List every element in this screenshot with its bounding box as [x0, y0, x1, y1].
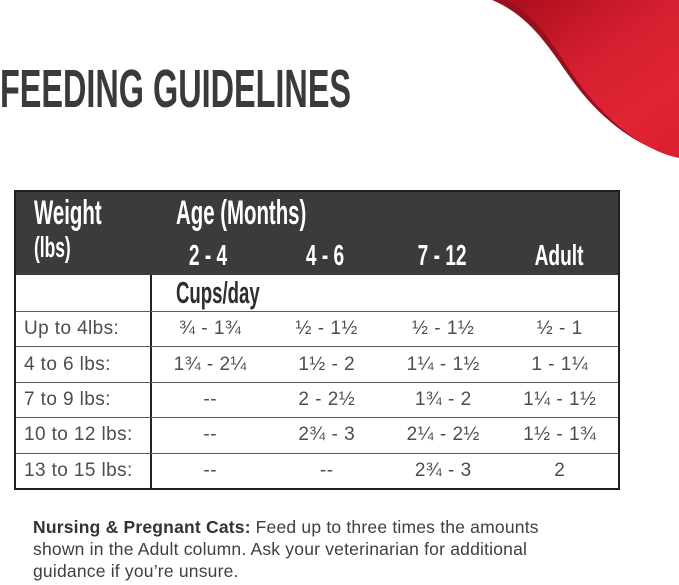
- weight-cell: Up to 4lbs:: [16, 312, 152, 347]
- table-row: 7 to 9 lbs: -- 2 - 2½ 1¾ - 2 1¼ - 1½: [16, 381, 618, 418]
- age-column-adult: Adult: [535, 240, 584, 272]
- feeding-table: Weight (lbs) Age (Months) 2 - 4 4 - 6 7 …: [14, 190, 620, 490]
- value-cell: --: [203, 459, 218, 481]
- weight-unit-label: (lbs): [34, 232, 71, 264]
- page-title: FEEDING GUIDELINES: [0, 62, 585, 116]
- weight-cell: 4 to 6 lbs:: [16, 347, 152, 382]
- value-cell: ½ - 1: [536, 318, 583, 340]
- value-cell: 1¼ - 1½: [406, 353, 480, 375]
- cups-day-label: Cups/day: [176, 275, 260, 310]
- note-text: Feed up to three times the amounts: [255, 517, 539, 537]
- table-header: Weight (lbs) Age (Months) 2 - 4 4 - 6 7 …: [16, 192, 618, 275]
- value-cell: --: [203, 424, 218, 446]
- value-cell: 2¼ - 2½: [406, 424, 480, 446]
- value-cell: 2: [554, 459, 566, 481]
- value-cell: 2¾ - 3: [414, 459, 472, 481]
- value-cell: 1¼ - 1½: [523, 389, 597, 411]
- weight-cell: 10 to 12 lbs:: [16, 418, 152, 453]
- weight-cell: 13 to 15 lbs:: [16, 453, 152, 489]
- value-cell: 1½ - 2: [298, 353, 356, 375]
- nursing-pregnant-note: Nursing & Pregnant Cats: Feed up to three…: [33, 516, 619, 582]
- value-cell: --: [203, 389, 218, 411]
- cups-per-day-row: Cups/day: [16, 275, 618, 311]
- weight-header-label: Weight: [34, 194, 102, 232]
- value-cell: ½ - 1½: [295, 318, 358, 340]
- table-row: Up to 4lbs: ¾ - 1¾ ½ - 1½ ½ - 1½ ½ - 1: [16, 311, 618, 347]
- note-line: shown in the Adult column. Ask your vete…: [33, 539, 528, 559]
- note-bold-label: Nursing & Pregnant Cats:: [33, 517, 251, 537]
- page-title-text: FEEDING GUIDELINES: [0, 59, 352, 119]
- weight-header-block: Weight (lbs): [34, 195, 147, 265]
- value-cell: ¾ - 1¾: [179, 318, 242, 340]
- age-columns-row: 2 - 4 4 - 6 7 - 12 Adult: [150, 240, 618, 272]
- value-cell: 2 - 2½: [298, 389, 356, 411]
- table-row: 4 to 6 lbs: 1¾ - 2¼ 1½ - 2 1¼ - 1½ 1 - 1…: [16, 346, 618, 382]
- age-column-2-4: 2 - 4: [189, 240, 228, 272]
- value-cell: 1 - 1¼: [531, 353, 589, 375]
- value-cell: 1¾ - 2¼: [173, 353, 247, 375]
- table-row: 13 to 15 lbs: -- -- 2¾ - 3 2: [16, 452, 618, 489]
- empty-weight-cell: [16, 275, 152, 311]
- value-cell: ½ - 1½: [412, 318, 475, 340]
- note-line: Nursing & Pregnant Cats: Feed up to three…: [33, 516, 619, 538]
- note-line: guidance if you’re unsure.: [33, 561, 239, 581]
- age-header-label: Age (Months): [176, 194, 307, 232]
- value-cell: 1½ - 1¾: [523, 424, 597, 446]
- table-row: 10 to 12 lbs: -- 2¾ - 3 2¼ - 2½ 1½ - 1¾: [16, 417, 618, 453]
- value-cell: --: [319, 459, 334, 481]
- value-cell: 1¾ - 2: [414, 389, 472, 411]
- value-cell: 2¾ - 3: [298, 424, 356, 446]
- age-column-4-6: 4 - 6: [306, 240, 345, 272]
- age-column-7-12: 7 - 12: [418, 240, 467, 272]
- table-body: Cups/day Up to 4lbs: ¾ - 1¾ ½ - 1½ ½ - 1…: [16, 275, 618, 489]
- weight-cell: 7 to 9 lbs:: [16, 382, 152, 418]
